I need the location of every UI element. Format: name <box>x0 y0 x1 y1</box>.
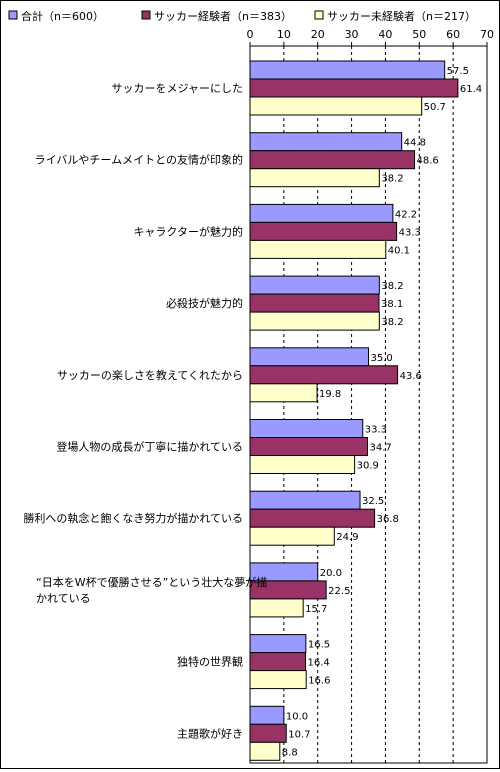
bar <box>249 490 361 510</box>
bar <box>249 168 380 188</box>
category-label: かれている <box>36 592 91 605</box>
category-label: サッカーをメジャーにした <box>112 82 243 95</box>
tick-label: 0 <box>247 28 254 41</box>
data-label: 34.7 <box>369 443 391 454</box>
bar <box>249 347 369 367</box>
data-label: 38.2 <box>381 174 403 185</box>
bar <box>249 132 403 152</box>
bar <box>249 150 416 170</box>
bar <box>249 275 380 295</box>
category-label: 独特の世界観 <box>177 655 243 669</box>
data-label: 24.9 <box>336 532 358 543</box>
legend-label: サッカー経験者（n＝383） <box>154 9 292 23</box>
bar <box>249 419 364 438</box>
legend-swatch <box>314 10 324 20</box>
data-label: 16.6 <box>308 676 330 687</box>
category-label: 主題歌が好き <box>177 726 243 740</box>
tick-label: 70 <box>480 28 494 41</box>
data-label: 35.0 <box>371 353 393 364</box>
bar <box>249 96 423 116</box>
legend-label: 合計（n＝600） <box>21 9 104 23</box>
category-label: 登場人物の成長が丁寧に描かれている <box>56 440 243 454</box>
bar <box>249 311 380 331</box>
bar <box>249 221 398 241</box>
bar <box>249 508 376 528</box>
bar <box>249 634 307 654</box>
tick-label: 50 <box>412 28 426 41</box>
data-label: 44.8 <box>404 138 426 149</box>
legend-label: サッカー未経験者（n＝217） <box>327 9 476 23</box>
tick-label: 10 <box>277 28 291 41</box>
category-label: 勝利への執念と飽くなき努力が描かれている <box>23 511 243 525</box>
bar <box>249 455 356 474</box>
data-label: 43.3 <box>399 227 421 238</box>
data-label: 43.6 <box>400 371 422 382</box>
tick-label: 20 <box>311 28 325 41</box>
data-label: 8.8 <box>282 747 298 758</box>
bar <box>249 741 281 761</box>
tick-label: 60 <box>446 28 460 41</box>
bar <box>249 293 380 313</box>
bar <box>249 365 399 385</box>
bar <box>249 239 387 259</box>
bar <box>249 705 285 725</box>
category-label: “日本をW杯で優勝させる”という壮大な夢が描 <box>36 575 267 589</box>
plot-area <box>249 45 488 764</box>
data-label: 57.5 <box>447 66 469 77</box>
bar <box>249 78 459 98</box>
bar <box>249 670 307 690</box>
data-label: 42.2 <box>395 209 417 220</box>
data-label: 19.8 <box>319 389 341 400</box>
data-label: 38.2 <box>381 281 403 292</box>
data-label: 10.0 <box>286 711 308 722</box>
bar <box>249 526 335 546</box>
data-label: 61.4 <box>460 84 482 95</box>
data-label: 36.8 <box>377 514 399 525</box>
data-label: 16.5 <box>308 640 330 651</box>
category-label: ライバルやチームメイトとの友情が印象的 <box>35 153 243 167</box>
data-label: 50.7 <box>424 102 446 113</box>
bar <box>249 723 287 743</box>
bar <box>249 437 368 456</box>
data-label: 48.6 <box>417 156 439 167</box>
data-label: 40.1 <box>388 245 410 256</box>
bar <box>249 383 318 403</box>
category-label: サッカーの楽しさを教えてくれたから <box>57 369 243 382</box>
tick-label: 40 <box>378 28 392 41</box>
data-label: 16.4 <box>308 658 330 669</box>
data-label: 33.3 <box>365 425 387 436</box>
data-label: 20.0 <box>320 568 342 579</box>
legend-swatch <box>141 10 151 20</box>
legend-swatch <box>8 10 18 20</box>
data-label: 32.5 <box>362 496 384 507</box>
bar <box>249 60 446 80</box>
data-label: 22.5 <box>328 586 350 597</box>
category-label: キャラクターが魅力的 <box>133 224 243 238</box>
bar <box>249 652 307 672</box>
data-label: 10.7 <box>288 729 310 740</box>
category-label: 必殺技が魅力的 <box>166 296 243 310</box>
bar <box>249 598 304 618</box>
data-label: 15.7 <box>305 604 327 615</box>
bar <box>249 203 394 223</box>
data-label: 38.2 <box>381 317 403 328</box>
tick-label: 30 <box>345 28 359 41</box>
data-label: 38.1 <box>381 299 403 310</box>
data-label: 30.9 <box>357 461 379 472</box>
